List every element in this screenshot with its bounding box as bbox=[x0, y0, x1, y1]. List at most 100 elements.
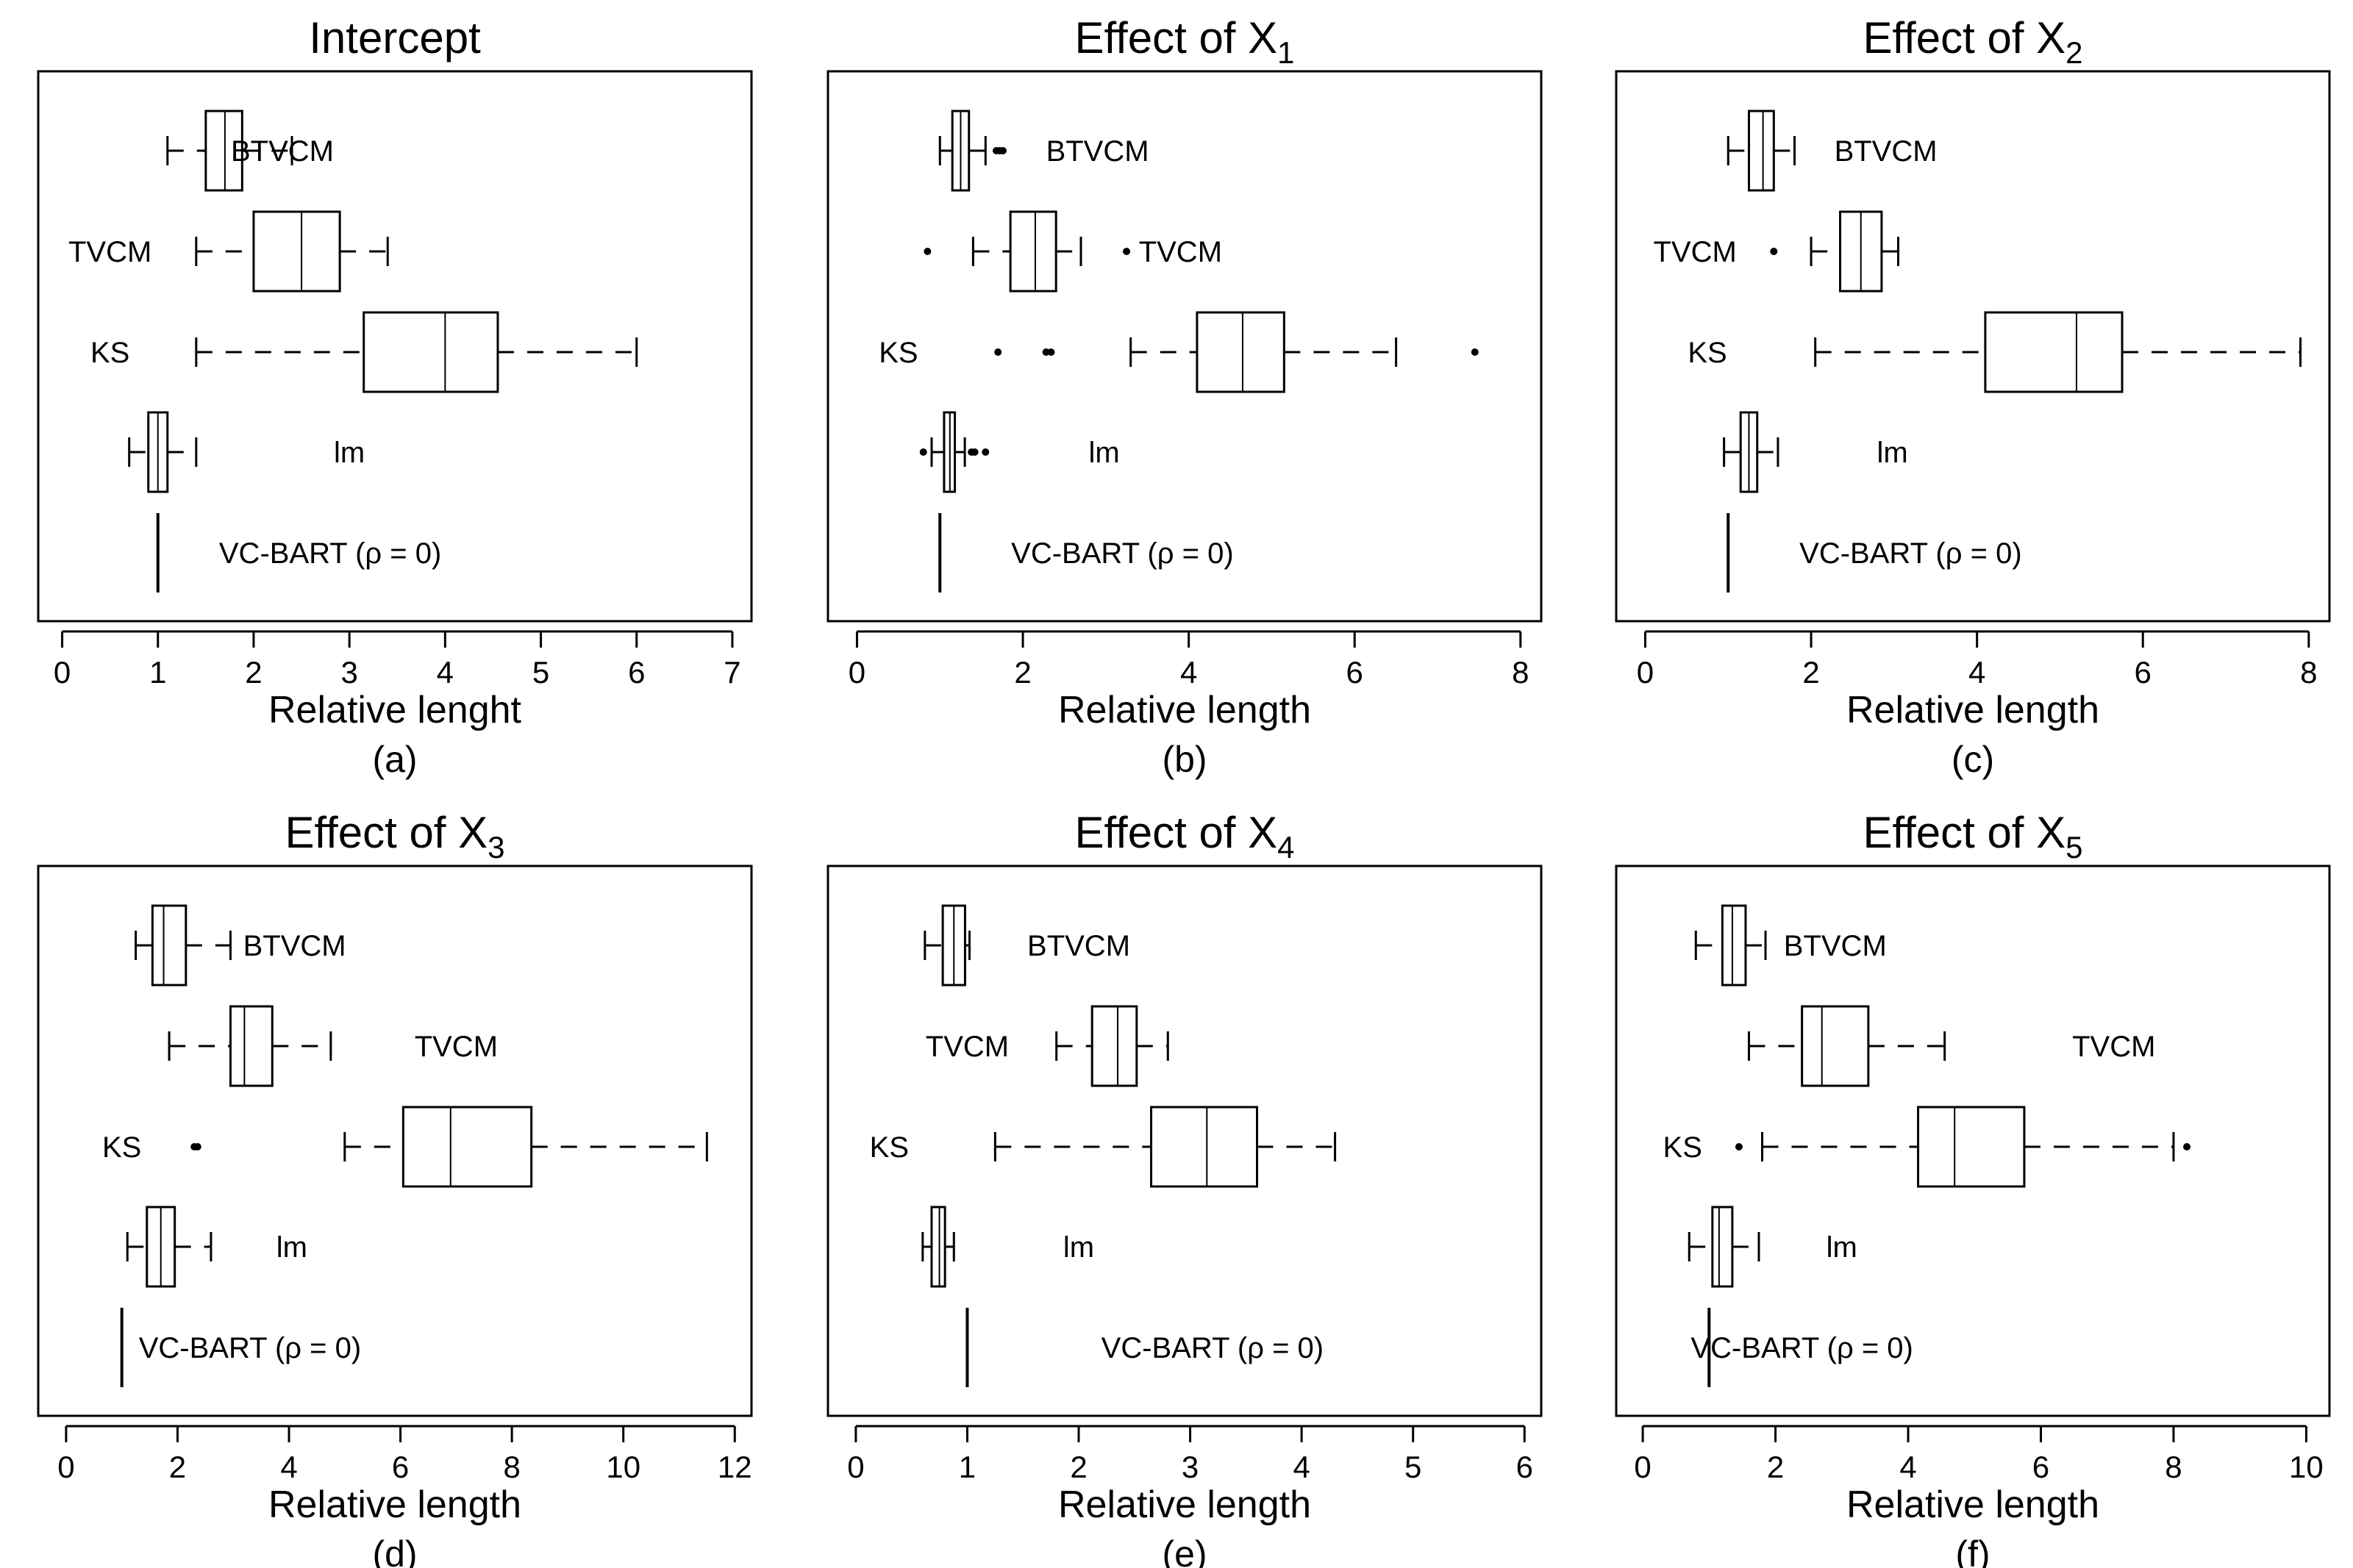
outlier-point bbox=[994, 348, 1002, 356]
boxplot-vc-bart: VC-BART (ρ = 0) bbox=[1727, 513, 2022, 593]
panel-label: (a) bbox=[372, 739, 417, 780]
box-iqr bbox=[1711, 1206, 1734, 1288]
method-label: KS bbox=[102, 1131, 141, 1164]
boxplot-lm: lm bbox=[126, 1206, 307, 1288]
box-iqr bbox=[1196, 311, 1285, 393]
method-label: VC-BART (ρ = 0) bbox=[1690, 1332, 1913, 1364]
method-label: TVCM bbox=[415, 1031, 498, 1063]
panel-label: (d) bbox=[372, 1533, 417, 1568]
box-iqr bbox=[204, 110, 243, 192]
x-axis-label: Relative lenght bbox=[268, 689, 522, 731]
panel-title-main: Effect of X bbox=[1074, 808, 1277, 857]
panel-title-subscript: 3 bbox=[488, 830, 504, 864]
method-label: BTVCM bbox=[1784, 930, 1887, 962]
panel-b: Effect of X1 0 2 4 6 8 Relative length (b) BTVCM… bbox=[826, 13, 1543, 780]
x-tick-label: 3 bbox=[340, 655, 357, 690]
boxplot-lm: lm bbox=[921, 1206, 1094, 1288]
method-label: lm bbox=[1088, 437, 1119, 469]
method-label: KS bbox=[1688, 337, 1727, 369]
panel-title: Effect of X4 bbox=[1074, 808, 1294, 864]
boxplot-vc-bart: VC-BART (ρ = 0) bbox=[1690, 1308, 1913, 1387]
x-tick-label: 8 bbox=[503, 1450, 520, 1484]
x-tick-label: 2 bbox=[1802, 655, 1819, 690]
method-label: BTVCM bbox=[231, 135, 334, 168]
x-tick-label: 4 bbox=[437, 655, 454, 690]
method-label: lm bbox=[334, 437, 365, 469]
boxplot-btvcm: BTVCM bbox=[924, 904, 1130, 987]
method-label: KS bbox=[1663, 1131, 1702, 1164]
panel-title: Effect of X2 bbox=[1863, 13, 2082, 70]
panel-a: Intercept 0 1 2 3 4 5 6 7 Relative lenght (a) BTVCM… bbox=[37, 13, 753, 780]
method-label: lm bbox=[276, 1231, 307, 1264]
boxplot-tvcm: TVCM bbox=[1747, 1005, 2155, 1087]
x-tick-label: 0 bbox=[847, 1450, 864, 1484]
x-tick-label: 6 bbox=[2032, 1450, 2049, 1484]
box-iqr bbox=[1747, 110, 1775, 192]
x-tick-label: 1 bbox=[149, 655, 166, 690]
method-label: TVCM bbox=[1653, 236, 1736, 268]
outlier-point bbox=[1047, 348, 1055, 356]
x-tick-label: 6 bbox=[628, 655, 645, 690]
panel-label: (c) bbox=[1952, 739, 1994, 780]
boxplot-btvcm: BTVCM bbox=[135, 904, 346, 987]
x-tick-label: 6 bbox=[2135, 655, 2152, 690]
x-tick-label: 0 bbox=[849, 655, 865, 690]
x-tick-label: 10 bbox=[2289, 1450, 2324, 1484]
x-tick-label: 2 bbox=[169, 1450, 186, 1484]
panel-d: Effect of X3 0 2 4 6 8 10 12 Relative length (d) B… bbox=[37, 808, 753, 1568]
panel-label: (f) bbox=[1955, 1533, 1990, 1568]
method-label: TVCM bbox=[926, 1031, 1009, 1063]
boxplot-ks: KS bbox=[1688, 311, 2302, 393]
method-label: KS bbox=[870, 1131, 909, 1164]
method-label: KS bbox=[879, 337, 918, 369]
x-tick-label: 2 bbox=[1767, 1450, 1784, 1484]
box-iqr bbox=[1090, 1005, 1138, 1087]
method-label: TVCM bbox=[2072, 1031, 2155, 1063]
box-iqr bbox=[1801, 1005, 1870, 1087]
boxplot-tvcm: TVCM bbox=[1653, 210, 1899, 293]
panel-title-main: Effect of X bbox=[1863, 13, 2065, 62]
box-iqr bbox=[151, 904, 188, 987]
box-iqr bbox=[229, 1005, 274, 1087]
x-tick-label: 10 bbox=[606, 1450, 640, 1484]
panel-title-subscript: 2 bbox=[2065, 35, 2082, 70]
method-label: BTVCM bbox=[1027, 930, 1130, 962]
panel-title: Effect of X5 bbox=[1863, 808, 2082, 864]
outlier-point bbox=[999, 147, 1007, 154]
outlier-point bbox=[1123, 248, 1131, 255]
boxplot-ks: KS bbox=[1663, 1106, 2190, 1188]
outlier-point bbox=[1770, 248, 1778, 255]
method-label: VC-BART (ρ = 0) bbox=[1011, 537, 1233, 570]
x-tick-label: 0 bbox=[57, 1450, 74, 1484]
plot-frame bbox=[37, 70, 753, 623]
x-tick-label: 6 bbox=[1346, 655, 1363, 690]
boxplot-tvcm: TVCM bbox=[926, 1005, 1169, 1087]
panel-label: (b) bbox=[1162, 739, 1207, 780]
boxplot-ks: KS bbox=[90, 311, 638, 393]
method-label: BTVCM bbox=[1046, 135, 1149, 168]
boxplot-ks: KS bbox=[102, 1106, 708, 1188]
outlier-point bbox=[919, 448, 927, 456]
boxplot-lm: lm bbox=[1688, 1206, 1857, 1288]
plot-frame bbox=[826, 864, 1543, 1417]
box-iqr bbox=[930, 1206, 946, 1288]
method-label: VC-BART (ρ = 0) bbox=[139, 1332, 361, 1364]
panel-title-subscript: 1 bbox=[1277, 35, 1294, 70]
panel-title-main: Effect of X bbox=[285, 808, 488, 857]
x-axis-label: Relative length bbox=[1058, 689, 1311, 731]
boxplot-vc-bart: VC-BART (ρ = 0) bbox=[965, 1308, 1324, 1387]
boxplot-btvcm: BTVCM bbox=[938, 110, 1149, 192]
plot-frame bbox=[826, 70, 1543, 623]
boxplot-lm: lm bbox=[128, 411, 365, 493]
method-label: BTVCM bbox=[1835, 135, 1938, 168]
x-axis-label: Relative length bbox=[1846, 1483, 2099, 1526]
box-iqr bbox=[1984, 311, 2124, 393]
x-axis-label: Relative length bbox=[1058, 1483, 1311, 1526]
boxplot-tvcm: TVCM bbox=[168, 1005, 498, 1087]
method-label: lm bbox=[1063, 1231, 1094, 1264]
x-tick-label: 4 bbox=[1899, 1450, 1916, 1484]
box-iqr bbox=[1150, 1106, 1259, 1188]
